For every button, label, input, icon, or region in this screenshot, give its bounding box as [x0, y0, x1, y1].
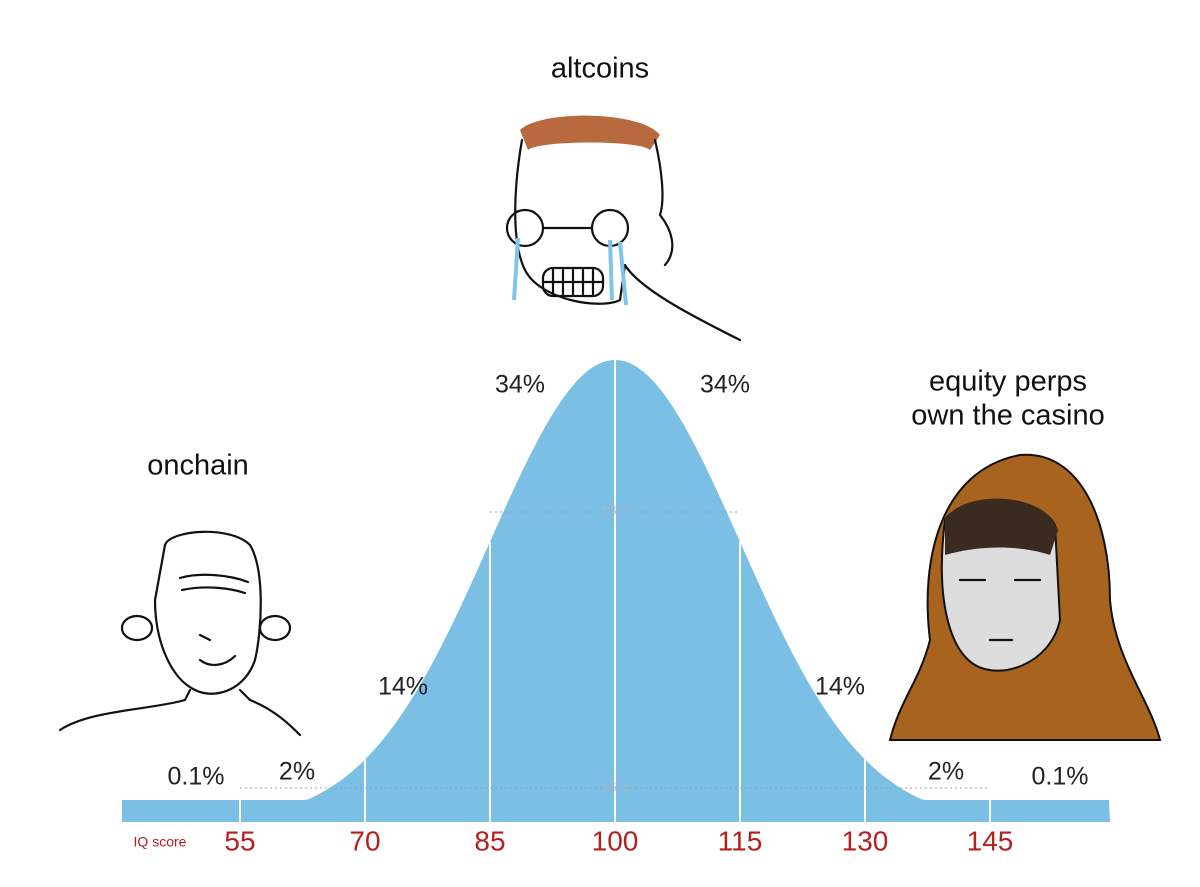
region-label: 0.1%	[1032, 763, 1089, 791]
tick-label: 145	[967, 825, 1014, 856]
region-label: 2%	[928, 758, 964, 786]
region-label: 0.1%	[168, 763, 225, 791]
caption: onchain	[147, 450, 249, 482]
caption: altcoins	[551, 53, 649, 85]
region-label: 34%	[495, 371, 545, 399]
region-label: 14%	[815, 673, 865, 701]
band-label: 68%	[602, 502, 628, 517]
tick-label: 100	[592, 825, 639, 856]
tick-label: 70	[349, 825, 380, 856]
region-label: 14%	[378, 673, 428, 701]
equity-perps-character	[888, 453, 1162, 741]
region-label: 34%	[700, 371, 750, 399]
bell-curve	[122, 360, 1110, 822]
band-label: 95%	[602, 779, 628, 794]
caption: equity perps	[929, 366, 1087, 398]
axis-label: IQ score	[134, 834, 187, 850]
tick-label: 85	[474, 825, 505, 856]
caption: own the casino	[911, 400, 1104, 432]
tick-label: 130	[842, 825, 889, 856]
tick-label: 55	[224, 825, 255, 856]
altcoins-character	[505, 115, 742, 342]
tick-label: 115	[718, 825, 763, 856]
region-label: 2%	[279, 758, 315, 786]
onchain-character	[58, 530, 302, 737]
